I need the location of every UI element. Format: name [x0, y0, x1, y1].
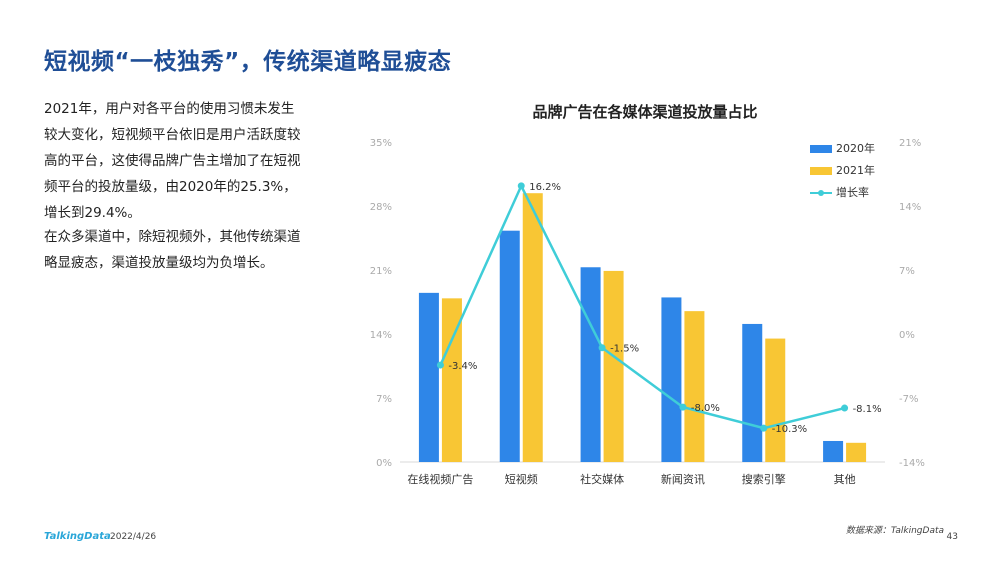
x-tick-label: 其他 — [834, 473, 856, 486]
legend-item-growth: 增长率 — [810, 185, 875, 207]
growth-rate-label: -3.4% — [448, 361, 477, 372]
bar-2021 — [441, 298, 462, 462]
y-right-tick-label: 21% — [899, 138, 921, 149]
summary-paragraph-1: 2021年，用户对各平台的使用习惯未发生较大变化，短视频平台依旧是用户活跃度较高… — [44, 101, 301, 221]
growth-rate-point — [598, 344, 606, 352]
y-right-tick-label: 0% — [899, 330, 915, 341]
growth-rate-point — [679, 403, 687, 411]
x-tick-label: 搜索引擎 — [742, 472, 786, 486]
chart-legend: 2020年 2021年 增长率 — [810, 141, 875, 207]
bar-2021 — [765, 338, 786, 462]
report-date: 2022/4/26 — [110, 532, 157, 542]
page-number: 43 — [946, 532, 958, 542]
y-left-tick-label: 0% — [376, 458, 392, 469]
bar-2021 — [603, 270, 624, 462]
growth-rate-label: 16.2% — [529, 182, 561, 193]
x-tick-label: 新闻资讯 — [661, 472, 705, 486]
y-right-tick-label: -7% — [899, 394, 918, 405]
growth-rate-point — [517, 182, 525, 190]
y-right-tick-label: -14% — [899, 458, 925, 469]
legend-label-growth: 增长率 — [836, 186, 869, 199]
legend-swatch-2021 — [810, 167, 832, 175]
legend-dot-growth — [818, 190, 824, 196]
page-title: 短视频“一枝独秀”，传统渠道略显疲态 — [44, 49, 452, 75]
legend-label-2021: 2021年 — [836, 164, 875, 177]
y-left-tick-label: 35% — [370, 138, 392, 149]
bar-line-chart: 0% 7% 14% 21% 28% 35% -14% -7% 0% 7% 14% 21% 在线视频广告 短… — [370, 138, 925, 486]
bar-2020 — [742, 323, 763, 462]
bar-2020 — [661, 297, 682, 462]
chart-title: 品牌广告在各媒体渠道投放量占比 — [532, 103, 758, 121]
bar-2020 — [499, 230, 520, 462]
bar-2021 — [522, 193, 543, 462]
y-left-tick-label: 21% — [370, 266, 392, 277]
y-left-tick-label: 14% — [370, 330, 392, 341]
data-source: 数据来源：TalkingData — [845, 526, 944, 536]
y-left-tick-label: 7% — [376, 394, 392, 405]
bar-2020 — [823, 440, 844, 462]
x-tick-label: 社交媒体 — [580, 472, 624, 486]
legend-swatch-2020 — [810, 145, 832, 153]
growth-rate-label: -8.1% — [853, 404, 882, 415]
y-right-tick-label: 14% — [899, 202, 921, 213]
bar-2021 — [846, 442, 867, 462]
growth-rate-label: -1.5% — [610, 344, 639, 355]
x-tick-label: 短视频 — [505, 472, 538, 486]
legend-item-2020: 2020年 — [810, 141, 875, 163]
talkingdata-logo: TalkingData — [44, 531, 111, 542]
summary-paragraph-2: 在众多渠道中，除短视频外，其他传统渠道略显疲态，渠道投放量级均为负增长。 — [44, 229, 301, 271]
x-tick-label: 在线视频广告 — [407, 472, 473, 486]
bar-2021 — [684, 311, 705, 462]
growth-rate-label: -10.3% — [772, 424, 807, 435]
growth-rate-point — [841, 404, 849, 412]
bar-2020 — [418, 292, 439, 462]
legend-item-2021: 2021年 — [810, 163, 875, 185]
bar-2020 — [580, 267, 601, 462]
growth-rate-point — [760, 424, 768, 432]
growth-rate-line — [439, 182, 845, 430]
legend-label-2020: 2020年 — [836, 142, 875, 155]
y-right-tick-label: 7% — [899, 266, 915, 277]
growth-rate-label: -8.0% — [691, 403, 720, 414]
growth-rate-point — [436, 361, 444, 369]
y-left-tick-label: 28% — [370, 202, 392, 213]
